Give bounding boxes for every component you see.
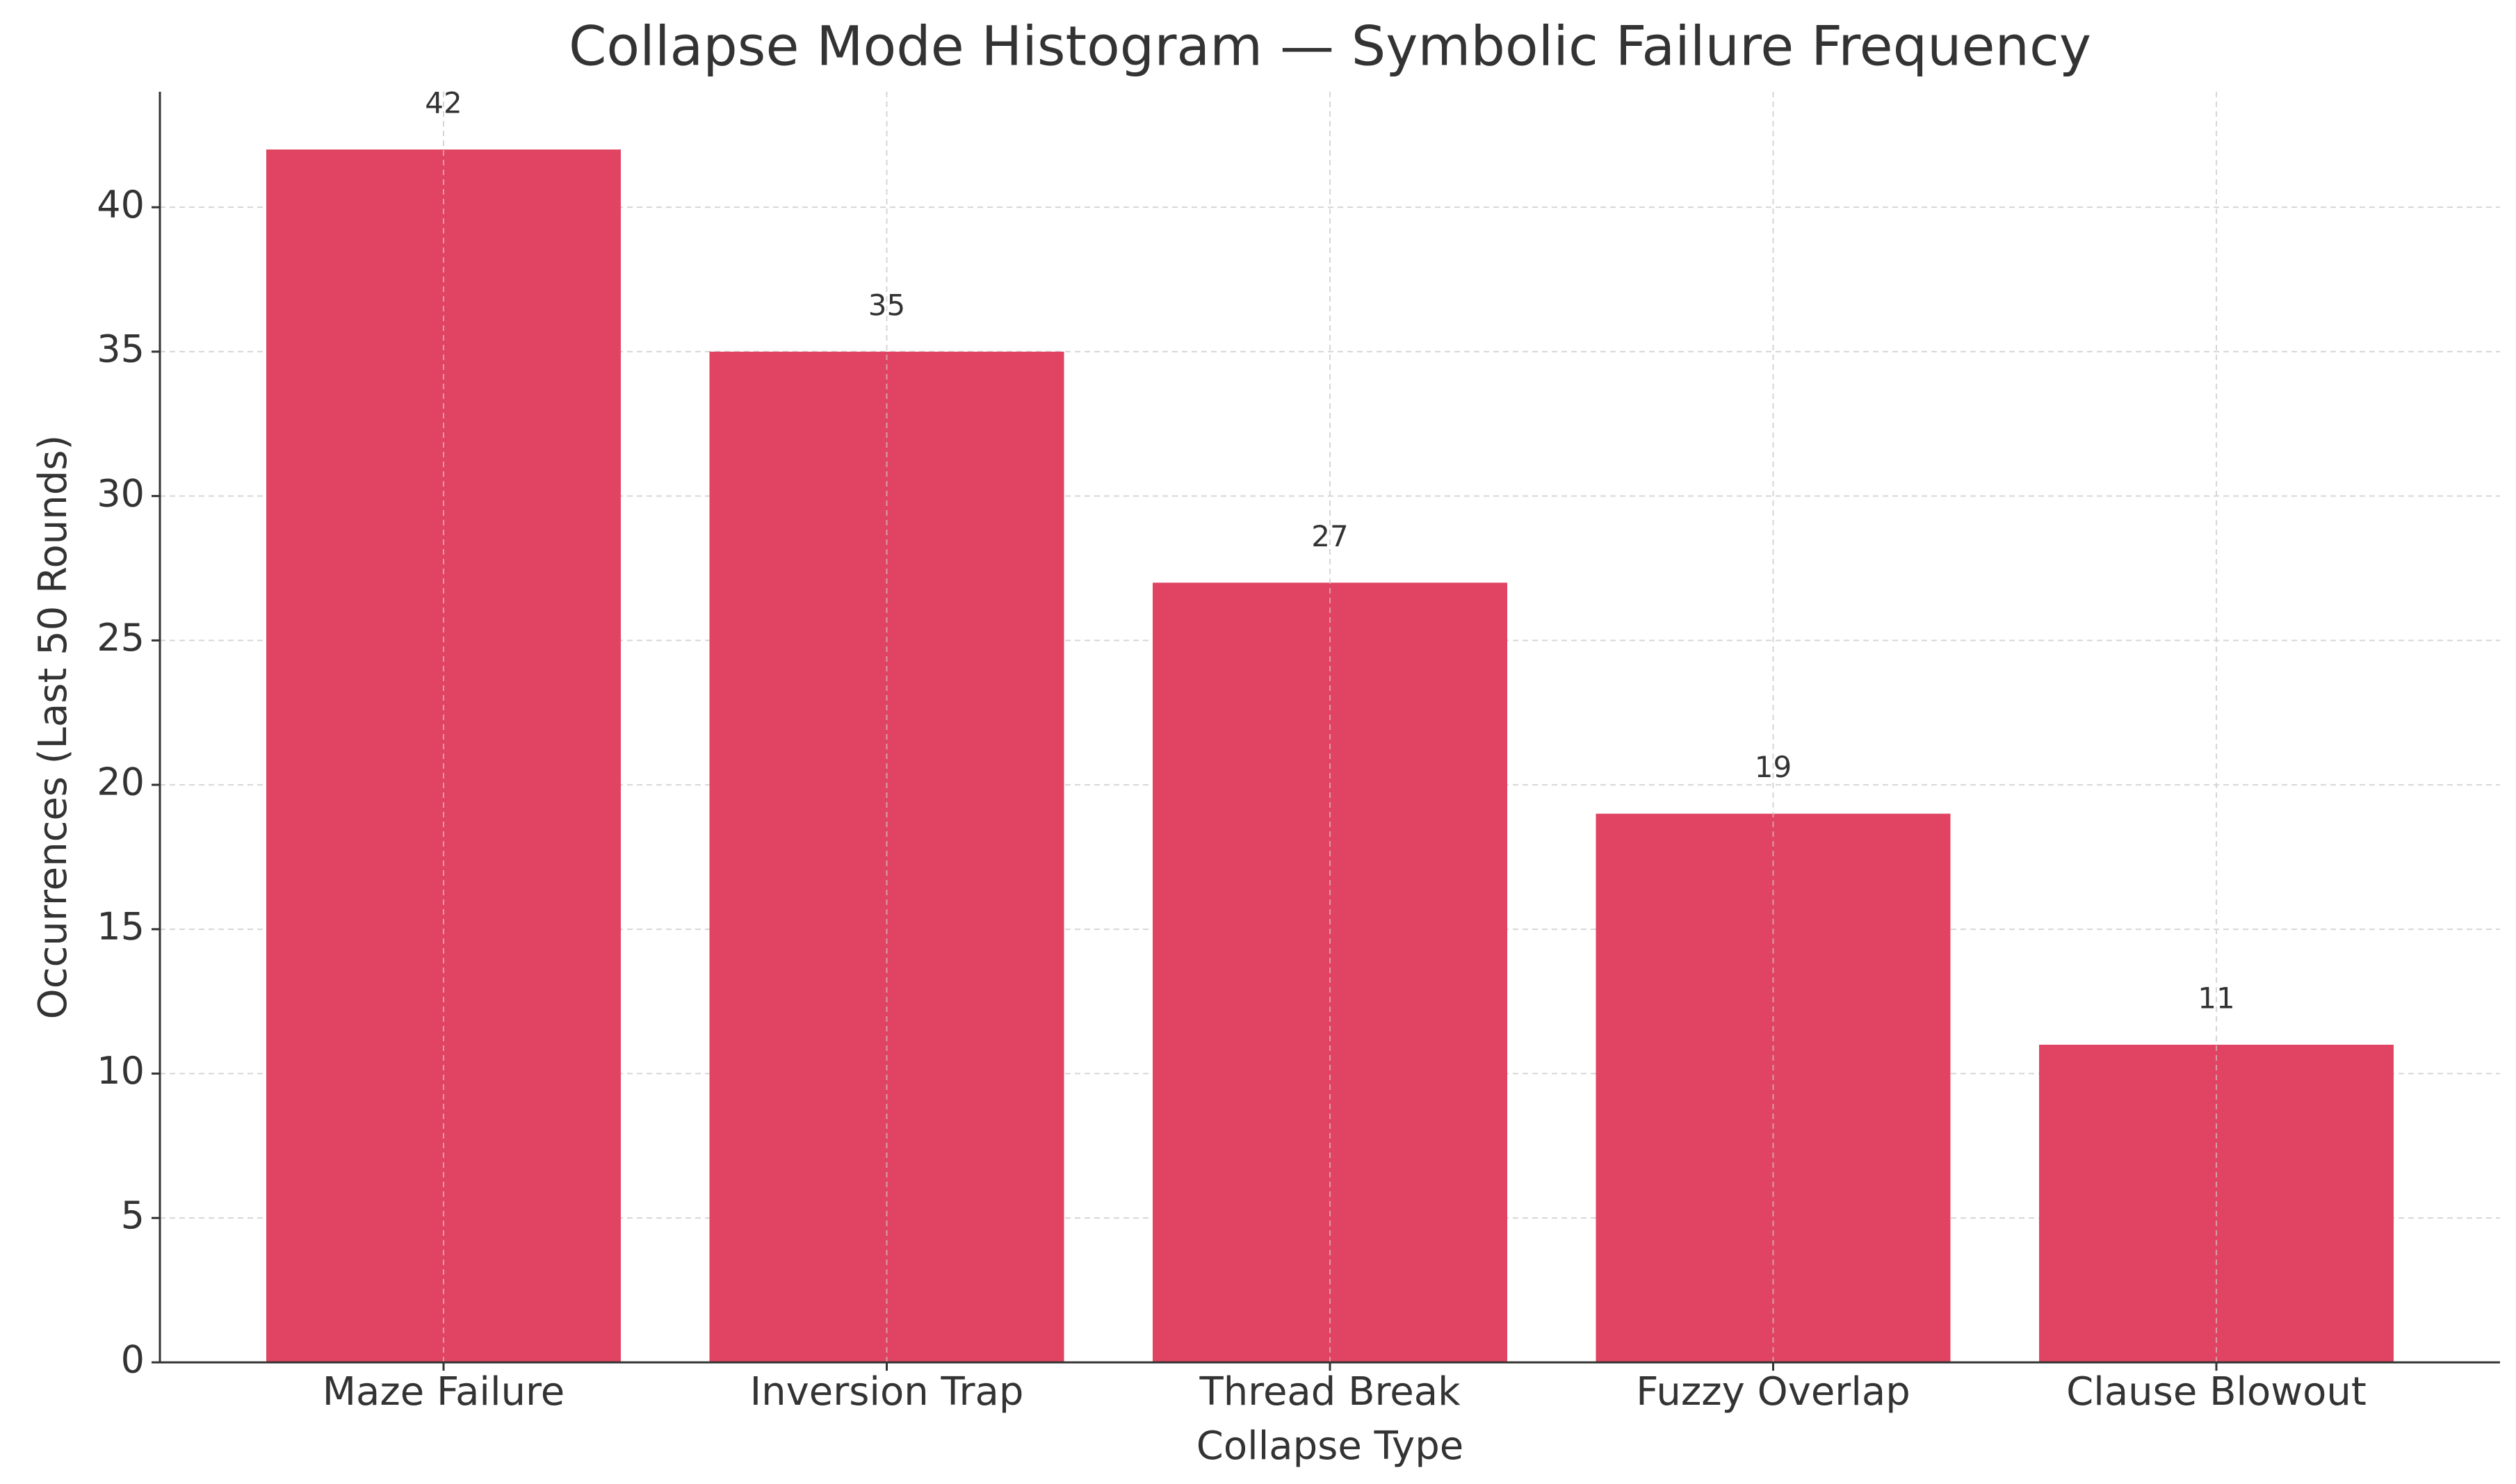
y-axis-label: Occurrences (Last 50 Rounds): [31, 435, 76, 1020]
x-tick-label: Maze Failure: [323, 1369, 565, 1414]
chart-title: Collapse Mode Histogram — Symbolic Failu…: [569, 15, 2091, 78]
x-axis-label: Collapse Type: [1196, 1424, 1463, 1469]
y-tick-label: 25: [97, 616, 145, 660]
y-tick-label: 35: [97, 327, 145, 371]
y-tick-label: 40: [97, 183, 145, 227]
y-tick-label: 15: [97, 904, 145, 948]
x-tick-label: Clause Blowout: [2066, 1369, 2367, 1414]
y-tick-label: 20: [97, 760, 145, 804]
y-tick-label: 10: [97, 1049, 145, 1093]
x-tick-label: Thread Break: [1199, 1369, 1461, 1414]
y-tick-label: 5: [121, 1193, 145, 1237]
y-tick-label: 0: [121, 1338, 145, 1382]
y-tick-label: 30: [97, 471, 145, 515]
x-tick-label: Fuzzy Overlap: [1636, 1369, 1910, 1414]
x-tick-label: Inversion Trap: [750, 1369, 1024, 1414]
